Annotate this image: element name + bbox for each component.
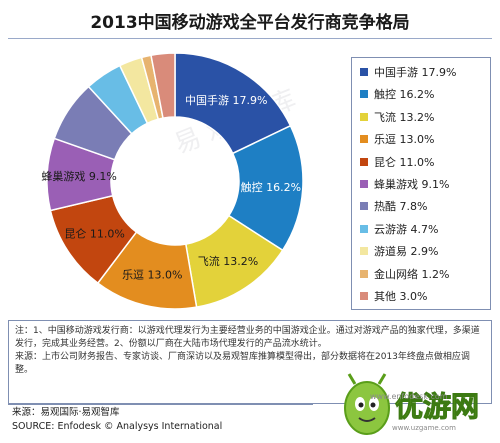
notes-block: 注：1、中国移动游戏发行商：以游戏代理发行为主要经营业务的中国游戏企业。通过对游…: [8, 320, 492, 404]
legend-label-11: 其他 3.0%: [374, 290, 428, 303]
chart-legend: 中国手游 17.9% 触控 16.2% 飞流 13.2% 乐逗 13.0% 昆仑 11.…: [351, 57, 491, 310]
legend-swatch-4: [360, 135, 368, 144]
slice-label-3: 飞流 13.2%: [198, 254, 258, 268]
source-cn: 来源：易观国际·易观智库: [12, 407, 120, 418]
legend-label-8: 云游游 4.7%: [374, 222, 439, 236]
legend-label-9: 游道易 2.9%: [374, 245, 439, 259]
note-line-2: 来源：上市公司财务报告、专家访谈、厂商深访以及易观智库推算模型得出，部分数据将在…: [15, 352, 470, 375]
slice-label-4: 乐逗 13.0%: [122, 268, 182, 281]
source-divider: [8, 404, 313, 405]
legend-label-6: 蜂巢游戏 9.1%: [374, 178, 450, 191]
legend-item-2: 触控 16.2%: [360, 88, 434, 102]
legend-swatch-3: [360, 112, 368, 121]
legend-item-4: 乐逗 13.0%: [360, 133, 434, 147]
legend-swatch-1: [360, 68, 368, 76]
legend-swatch-9: [360, 247, 368, 256]
legend-label-1: 中国手游 17.9%: [374, 66, 457, 79]
legend-swatch-10: [360, 269, 368, 278]
donut-slice-11: [150, 52, 176, 120]
youyou-logo: 优游网: [344, 373, 480, 435]
slice-label-6: 蜂巢游戏 9.1%: [41, 169, 116, 183]
legend-item-5: 昆仑 11.0%: [360, 156, 434, 170]
legend-swatch-11: [360, 292, 368, 300]
legend-item-11: 其他 3.0%: [360, 290, 427, 304]
title-divider: [8, 38, 492, 39]
legend-swatch-8: [360, 224, 368, 233]
legend-item-10: 金山网络 1.2%: [360, 268, 449, 282]
logo-url-2: www.uzgame.com: [392, 424, 456, 432]
logo-url-1: www.enfodesk.com: [370, 392, 448, 401]
legend-swatch-7: [360, 202, 368, 211]
legend-label-2: 触控 16.2%: [374, 88, 435, 102]
legend-item-3: 飞流 13.2%: [360, 111, 434, 125]
donut-slice-1: [174, 52, 292, 155]
legend-item-8: 云游游 4.7%: [360, 223, 438, 237]
donut-chart: 中国手游 17.9% 触控 16.2% 飞流 13.2% 乐逗 13.0% 昆仑 11.…: [41, 52, 304, 310]
legend-item-1: 中国手游 17.9%: [360, 66, 456, 80]
source-en: SOURCE: Enfodesk © Analysys Internationa…: [12, 421, 223, 432]
note-line-1: 注：1、中国移动游戏发行商：以游戏代理发行为主要经营业务的中国游戏企业。通过对游…: [15, 326, 480, 349]
legend-item-6: 蜂巢游戏 9.1%: [360, 178, 449, 192]
chart-title: 2013中国移动游戏全平台发行商竞争格局: [90, 13, 410, 33]
legend-label-5: 昆仑 11.0%: [374, 155, 435, 169]
slice-label-2: 触控 16.2%: [241, 180, 301, 194]
logo-text: 优游网: [395, 390, 479, 423]
legend-label-4: 乐逗 13.0%: [374, 133, 435, 147]
legend-label-3: 飞流 13.2%: [374, 110, 435, 124]
legend-label-10: 金山网络 1.2%: [374, 267, 450, 281]
legend-item-7: 热酷 7.8%: [360, 200, 427, 214]
legend-swatch-2: [360, 90, 368, 99]
legend-item-9: 游道易 2.9%: [360, 245, 438, 259]
legend-label-7: 热酷 7.8%: [374, 200, 428, 214]
legend-swatch-6: [360, 180, 368, 188]
slice-label-5: 昆仑 11.0%: [64, 226, 124, 240]
legend-swatch-5: [360, 157, 368, 166]
slice-label-1: 中国手游 17.9%: [185, 93, 267, 107]
source-block: 来源：易观国际·易观智库 SOURCE: Enfodesk © Analysys…: [12, 406, 312, 434]
